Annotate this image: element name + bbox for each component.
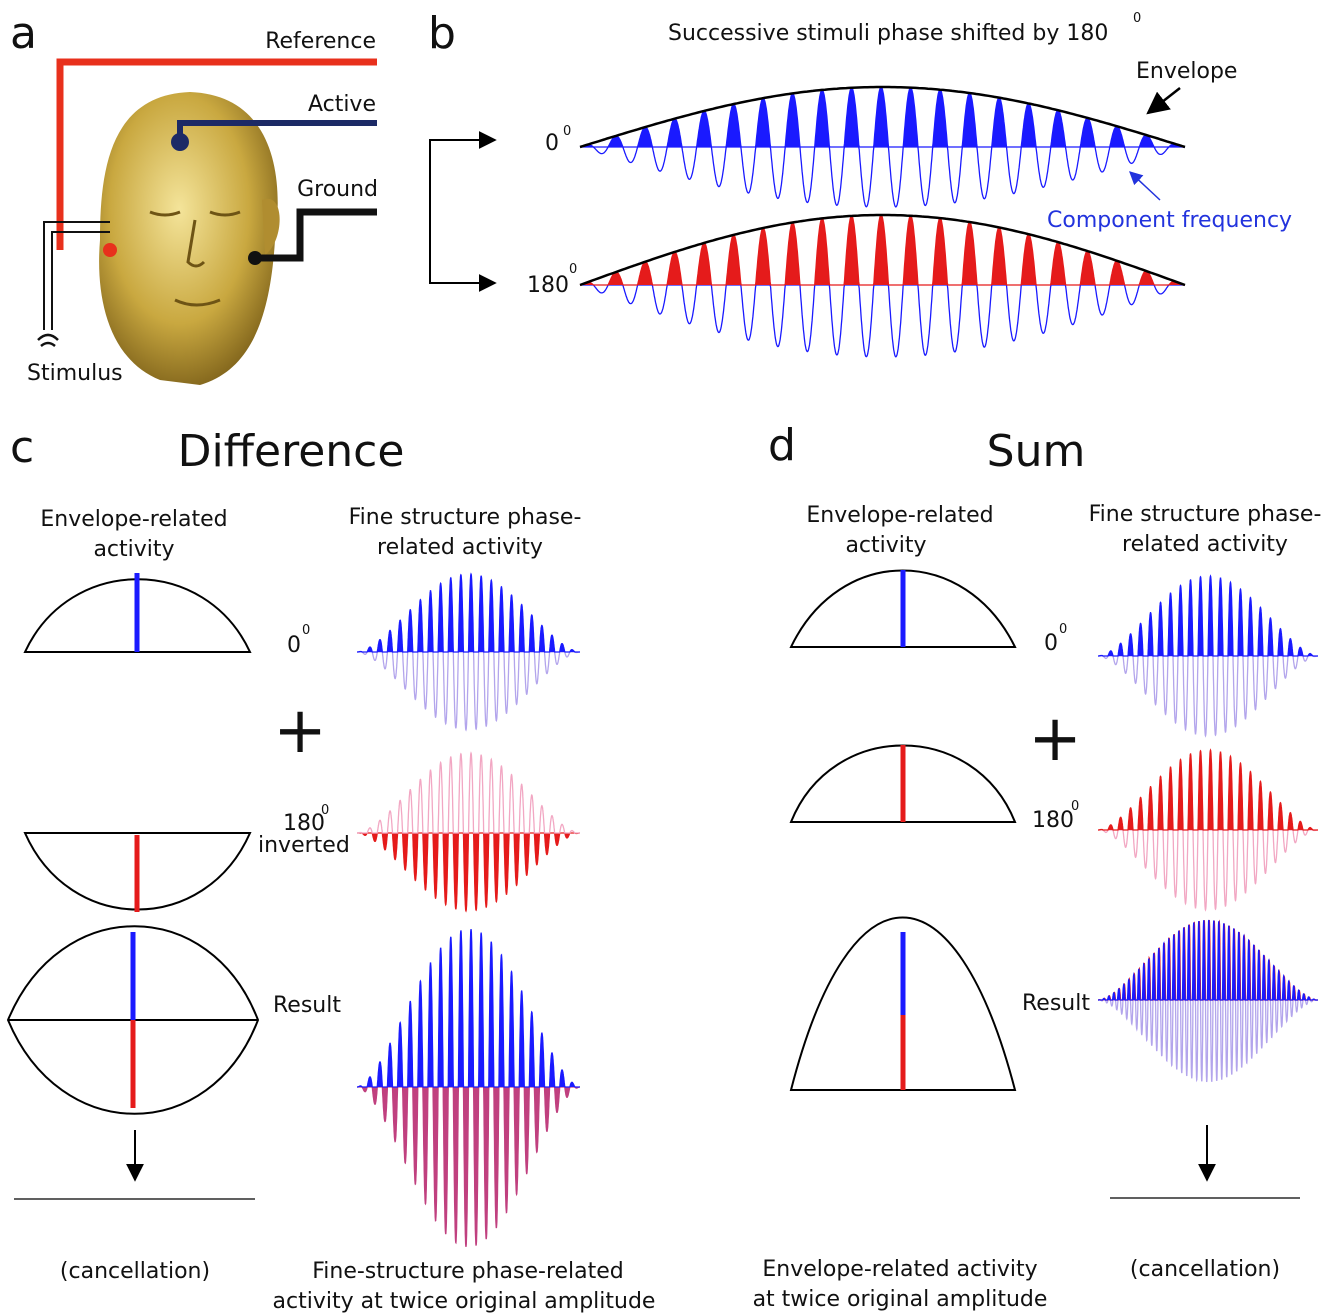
arrow <box>1148 88 1180 113</box>
positive-lobes <box>1098 750 1318 830</box>
label: Result <box>273 993 341 1018</box>
positive-lobes <box>357 929 580 1087</box>
outcome: Fine-structure phase-related <box>312 1259 624 1284</box>
electrode <box>248 251 262 265</box>
negative-lobes <box>1098 656 1318 736</box>
plus: + <box>273 694 327 768</box>
negative-lobes <box>1098 1000 1318 1082</box>
negative-lobes <box>580 147 1185 207</box>
negative-lobes <box>357 652 580 730</box>
label: 0 <box>287 633 301 658</box>
head <box>99 92 278 385</box>
superscript: 0 <box>563 124 571 139</box>
positive-lobes <box>357 753 580 833</box>
panel-letter: d <box>768 420 796 471</box>
speaker-icon <box>38 335 58 346</box>
label: inverted <box>258 833 350 858</box>
heading: activity <box>93 537 174 562</box>
title: Sum <box>987 426 1086 477</box>
positive-lobes <box>580 87 1185 147</box>
negative-lobes <box>357 1087 580 1247</box>
title: Difference <box>178 426 405 477</box>
heading: related activity <box>377 535 543 560</box>
heading: related activity <box>1122 532 1288 557</box>
heading: Envelope-related <box>40 507 227 532</box>
panel-a: a Reference Active Ground Stimulus <box>10 8 378 386</box>
title: Successive stimuli phase shifted by 180 <box>668 21 1108 46</box>
panel-c: c Difference Envelope-related activity F… <box>8 422 655 1313</box>
figure: a Reference Active Ground Stimulus b Suc… <box>0 0 1327 1313</box>
bracket <box>430 140 495 283</box>
label: Result <box>1022 991 1090 1016</box>
heading: Envelope-related <box>806 503 993 528</box>
label: 180 <box>527 273 569 298</box>
electrode <box>103 243 117 257</box>
outcome: at twice original amplitude <box>753 1287 1048 1312</box>
negative-lobes <box>580 285 1185 357</box>
panel-letter: c <box>10 422 34 473</box>
label: Stimulus <box>27 361 123 386</box>
superscript: 0 <box>1133 11 1141 26</box>
label: Ground <box>297 177 378 202</box>
superscript: 0 <box>302 623 310 638</box>
waveforms <box>357 87 1318 1247</box>
outcome: (cancellation) <box>60 1259 210 1284</box>
arrow <box>1130 172 1160 200</box>
outcome: Envelope-related activity <box>762 1257 1037 1282</box>
electrode <box>171 133 189 151</box>
heading: Fine structure phase- <box>349 505 582 530</box>
heading: activity <box>845 533 926 558</box>
outcome: activity at twice original amplitude <box>273 1289 656 1313</box>
outcome: (cancellation) <box>1130 1257 1280 1282</box>
label: 0 <box>1044 631 1058 656</box>
positive-lobes <box>357 574 580 652</box>
label: Reference <box>265 29 376 54</box>
label: 0 <box>545 131 559 156</box>
negative-lobes <box>357 833 580 911</box>
ear <box>262 199 280 255</box>
superscript: 0 <box>1059 622 1067 637</box>
label: Component frequency <box>1047 208 1292 233</box>
label: 180 <box>1032 808 1074 833</box>
label: Active <box>308 92 376 117</box>
superscript: 0 <box>569 262 577 277</box>
positive-lobes <box>1098 576 1318 656</box>
positive-lobes <box>1098 920 1318 1000</box>
heading: Fine structure phase- <box>1089 502 1322 527</box>
superscript: 0 <box>321 803 329 818</box>
negative-lobes <box>1098 830 1318 910</box>
plus: + <box>1028 702 1082 776</box>
panel-d: d Sum Envelope-related activity Fine str… <box>753 420 1322 1312</box>
superscript: 0 <box>1071 799 1079 814</box>
label: Envelope <box>1136 59 1237 84</box>
panel-letter: a <box>10 8 37 59</box>
panel-letter: b <box>428 8 456 59</box>
